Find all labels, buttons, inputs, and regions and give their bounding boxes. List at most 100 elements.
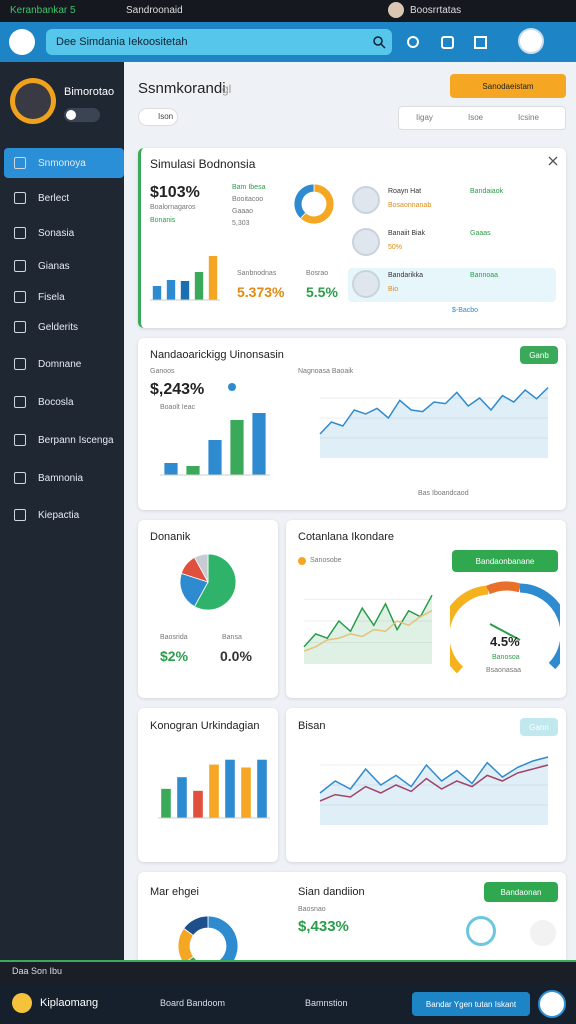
area-fill xyxy=(320,757,548,825)
menu-label: Bamnonia xyxy=(38,472,84,484)
menu-item[interactable]: Sonasia xyxy=(0,218,124,248)
card-button[interactable]: Gann xyxy=(520,718,558,736)
stat-label: Bosrao xyxy=(306,270,329,277)
person-name: Bandarikka xyxy=(388,272,424,279)
menu-label: Berpann Iscenga xyxy=(38,434,114,446)
bottom-value: $,433% xyxy=(298,918,349,935)
bar xyxy=(164,463,178,475)
link[interactable]: $-Bacbo xyxy=(452,307,479,314)
filter[interactable]: Iigay xyxy=(416,113,433,122)
status-avatar xyxy=(388,2,404,18)
person-note: Bosaonnanab xyxy=(388,202,432,209)
card-title: Cotanlana Ikondare xyxy=(298,531,395,543)
menu-icon xyxy=(14,157,26,169)
header-icons[interactable] xyxy=(405,34,555,54)
search-box[interactable] xyxy=(46,29,392,55)
highlight-row xyxy=(348,268,556,302)
bar xyxy=(180,281,190,300)
close-icon[interactable] xyxy=(548,156,558,166)
avatar xyxy=(466,916,496,946)
bar xyxy=(161,788,171,818)
menu-item[interactable]: Bamnonia xyxy=(0,463,124,493)
search-text: Dee Simdania Iekoositetah xyxy=(56,36,188,48)
nav-item[interactable]: Board Bandoom xyxy=(160,998,226,1008)
menu-item[interactable]: Domnane xyxy=(0,349,124,379)
person-name: Banaiit Biak xyxy=(388,230,425,237)
nav-button[interactable]: Bandar Ygen tutan Iskant xyxy=(412,992,530,1016)
gauge-label: Banosoa xyxy=(492,654,520,661)
menu-item[interactable]: Gelderits xyxy=(0,312,124,342)
menu-item[interactable]: Fisela xyxy=(0,282,124,312)
card-button[interactable]: Bandaonan xyxy=(484,882,558,902)
bar xyxy=(257,759,267,818)
card-title: Konogran Urkindagian xyxy=(150,720,260,732)
menu-item[interactable]: Gianas xyxy=(0,251,124,281)
person-tag: Bandaiaok xyxy=(470,188,504,195)
bar xyxy=(209,764,219,818)
profile-photo xyxy=(15,83,51,119)
bar xyxy=(225,759,235,818)
card-title: Bisan xyxy=(298,720,326,732)
filter[interactable]: Isoe xyxy=(468,113,484,122)
icon[interactable] xyxy=(530,920,556,946)
label: Gaaao xyxy=(232,208,254,215)
line xyxy=(319,764,549,802)
nav-item[interactable]: Bamnstion xyxy=(305,998,348,1008)
person-tag: Gaaas xyxy=(470,230,491,237)
profile-name: Bimorotao xyxy=(64,86,115,98)
menu-item[interactable]: Berlect xyxy=(0,183,124,213)
legend-label: Sanosobe xyxy=(310,557,342,564)
card-title: Simulasi Bodnonsia xyxy=(150,157,256,171)
card-button[interactable]: Bandaonbanane xyxy=(452,550,558,572)
menu-label: Gelderits xyxy=(38,321,79,333)
filter[interactable]: Icsine xyxy=(518,113,539,122)
bar xyxy=(166,280,176,300)
line xyxy=(319,387,549,435)
app-name: Keranbankar 5 xyxy=(10,5,76,16)
bar-chart xyxy=(160,413,270,476)
card-button[interactable]: Ganb xyxy=(520,346,558,364)
bar xyxy=(186,466,200,475)
gauge xyxy=(450,581,560,674)
bar xyxy=(208,440,222,475)
menu-icon xyxy=(14,509,26,521)
stat-label: Sanbnodnas xyxy=(237,270,277,277)
line xyxy=(303,610,433,652)
chip[interactable] xyxy=(138,108,178,126)
flow-value: $,243% xyxy=(150,381,205,398)
filter-bar[interactable] xyxy=(398,106,566,130)
primary-button[interactable]: Sanodaeistam xyxy=(450,74,566,98)
card-title: Mar ehgei xyxy=(150,886,199,898)
gauge-value: 4.5% xyxy=(490,634,520,649)
ring-chart xyxy=(293,183,335,225)
search-icon[interactable] xyxy=(372,35,386,49)
menu-label: Sonasia xyxy=(38,227,75,239)
line xyxy=(303,594,433,648)
bar-chart xyxy=(158,759,270,819)
area-chart xyxy=(303,594,433,664)
nav-avatar[interactable] xyxy=(538,990,566,1018)
nav-item[interactable]: Kiplaomang xyxy=(40,997,99,1009)
bar xyxy=(241,767,251,818)
footer-text: Daa Son Ibu xyxy=(12,966,63,976)
header-avatar[interactable] xyxy=(9,29,35,55)
menu-label: Kiepactia xyxy=(38,509,80,521)
area-fill xyxy=(320,387,548,458)
user-avatar[interactable] xyxy=(518,28,544,54)
chart-label: Nagnoasa Baoaik xyxy=(298,368,354,375)
label: Bam Ibesa xyxy=(232,184,266,191)
bar xyxy=(252,413,266,475)
menu-item[interactable]: Kiepactia xyxy=(0,500,124,530)
menu-icon xyxy=(14,434,26,446)
summary-value: $103% xyxy=(150,184,200,201)
menu-item[interactable]: Berpann Iscenga xyxy=(0,425,124,455)
chart-caption: Bas Iboandcaod xyxy=(418,490,469,497)
label: Booitacoo xyxy=(232,196,264,203)
menu-icon xyxy=(14,192,26,204)
menu-item[interactable]: Snmonoya xyxy=(0,148,124,178)
menu-item[interactable]: Bocosla xyxy=(0,387,124,417)
stat-label: Baosrida xyxy=(160,634,188,641)
account-name: Boosrrtatas xyxy=(410,5,462,16)
summary-note: Boalornagaros xyxy=(150,204,196,211)
